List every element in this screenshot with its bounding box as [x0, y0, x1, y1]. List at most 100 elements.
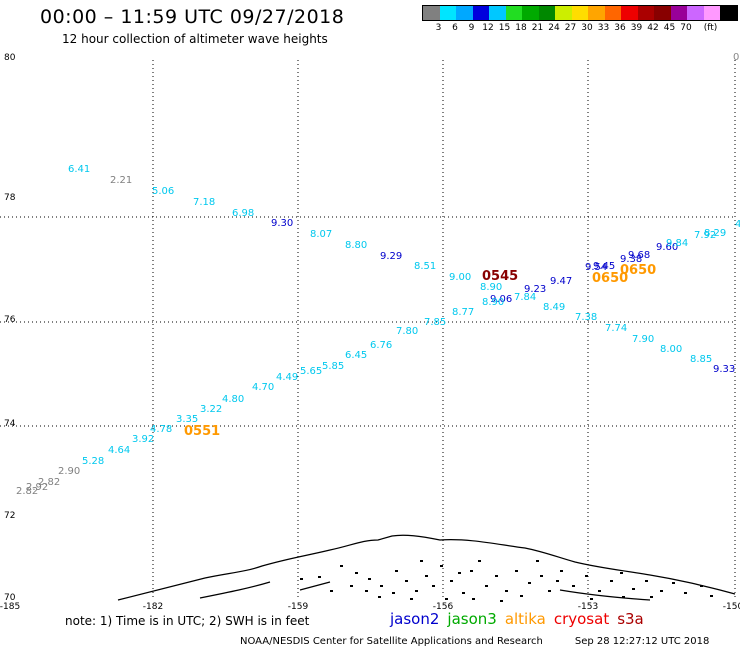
colorbar-label: 45 — [663, 23, 676, 33]
island-mark — [380, 585, 383, 587]
lon-tick-label: -159 — [288, 602, 309, 612]
wave-height-label: 7.80 — [396, 326, 418, 337]
credit-org: NOAA/NESDIS Center for Satellite Applica… — [240, 636, 543, 647]
wave-height-label: 8.85 — [690, 354, 712, 365]
island-mark — [622, 596, 625, 598]
colorbar-label: 39 — [630, 23, 643, 33]
map-subtitle: 12 hour collection of altimeter wave hei… — [62, 32, 328, 46]
wave-height-label: 8.07 — [310, 229, 332, 240]
colorbar-label: 24 — [548, 23, 560, 33]
pass-time-label: 0545 — [482, 269, 518, 284]
wave-height-label: 2.82 — [16, 486, 38, 497]
island-mark — [445, 598, 448, 600]
satellite-legend-jason3: jason3 — [447, 610, 497, 628]
colorbar-swatch — [654, 6, 671, 20]
island-mark — [462, 592, 465, 594]
colorbar-label: (ft) — [703, 23, 718, 33]
island-mark — [515, 570, 518, 572]
island-markers — [300, 560, 713, 602]
wave-height-label: 7.18 — [193, 197, 215, 208]
wave-height-label: 7.90 — [632, 334, 654, 345]
island-mark — [684, 592, 687, 594]
colorbar-label: 21 — [531, 23, 544, 33]
wave-height-label: 4.64 — [108, 445, 130, 456]
colorbar-label: 6 — [452, 23, 458, 33]
island-mark — [432, 585, 435, 587]
wave-height-label: 2.90 — [58, 466, 80, 477]
lat-tick-label: 72 — [4, 511, 15, 521]
wave-height-label: 3.35 — [176, 414, 198, 425]
colorbar-swatch — [637, 6, 654, 20]
wave-height-label: 2.21 — [110, 175, 132, 186]
wave-height-label: 4 — [735, 219, 740, 230]
colorbar-swatch — [621, 6, 638, 20]
axis-tick-labels: 80 78 76 74 72 70-185 -182 -159 -156 -153 -150 0 — [0, 52, 740, 612]
colorbar-swatch — [571, 6, 588, 20]
lat-tick-label: 70 — [4, 593, 16, 603]
wave-height-label: 8.51 — [414, 261, 436, 272]
wave-height-label: 3.22 — [200, 404, 222, 415]
colorbar-swatch — [604, 6, 621, 20]
satellite-legend-s3a: s3a — [617, 610, 644, 628]
colorbar-swatch — [423, 6, 440, 20]
island-mark — [560, 570, 563, 572]
wave-height-label: 9.06 — [490, 294, 512, 305]
wave-height-label: 8.29 — [704, 228, 726, 239]
lat-lon-grid — [0, 60, 736, 600]
island-mark — [520, 595, 523, 597]
island-mark — [300, 578, 303, 580]
colorbar-label: 18 — [515, 23, 527, 33]
wave-height-label: 2.92 — [26, 482, 48, 493]
island-mark — [470, 570, 473, 572]
wave-height-label: 7.92 — [694, 230, 716, 241]
wave-height-label: 7.84 — [514, 292, 536, 303]
colorbar-swatch — [588, 6, 605, 20]
island-mark — [440, 565, 443, 567]
island-mark — [458, 572, 461, 574]
colorbar-swatch — [687, 6, 704, 20]
satellite-legend: jason2 jason3 altika cryosat s3a — [390, 610, 652, 628]
wave-height-label: 9.84 — [666, 238, 688, 249]
colorbar-label: 30 — [581, 23, 593, 33]
coast-path — [199, 581, 651, 601]
wave-height-label: 7.74 — [605, 323, 627, 334]
wave-height-label: 9.38 — [620, 254, 642, 265]
pass-time-label: 0551 — [184, 424, 220, 439]
wave-height-label: 4.78 — [150, 424, 172, 435]
lon-tick-label: -150 — [723, 602, 740, 612]
colorbar-label: 33 — [597, 23, 610, 33]
wave-height-label: 9.30 — [271, 218, 293, 229]
wave-height-label: 8.90 — [482, 297, 504, 308]
coast-path — [117, 534, 736, 601]
island-mark — [632, 588, 635, 590]
island-mark — [472, 598, 475, 600]
colorbar-swatches — [422, 5, 738, 21]
island-mark — [425, 575, 428, 577]
footer-note: note: 1) Time is in UTC; 2) SWH is in fe… — [65, 614, 310, 628]
colorbar-label: 42 — [647, 23, 659, 33]
island-mark — [710, 595, 713, 597]
satellite-legend-jason2: jason2 — [390, 610, 440, 628]
satellite-legend-altika: altika — [504, 610, 546, 628]
lat-tick-label: 76 — [4, 315, 16, 325]
colorbar-label: 27 — [564, 23, 577, 33]
wave-height-label: 8.49 — [543, 302, 565, 313]
colorbar-swatch — [538, 6, 555, 20]
colorbar-label: 3 — [435, 23, 442, 33]
island-mark — [536, 560, 539, 562]
wave-height-label: 5.06 — [152, 186, 174, 197]
island-mark — [340, 565, 343, 567]
wave-height-label: 9.60 — [656, 242, 678, 253]
island-mark — [572, 585, 575, 587]
wave-height-colorbar: 3 6 9 12 15 18 21 24 27 30 33 36 39 42 45 70 (ft) — [422, 5, 738, 35]
colorbar-swatch — [522, 6, 539, 20]
colorbar-swatch — [505, 6, 522, 20]
colorbar-swatch — [720, 6, 737, 20]
island-mark — [610, 580, 613, 582]
wave-height-label: 9.68 — [628, 250, 650, 261]
wave-height-label: 9.54 — [585, 262, 607, 273]
island-mark — [350, 585, 353, 587]
wave-height-label: 6.45 — [345, 350, 367, 361]
lon-tick-label: -153 — [578, 602, 598, 612]
